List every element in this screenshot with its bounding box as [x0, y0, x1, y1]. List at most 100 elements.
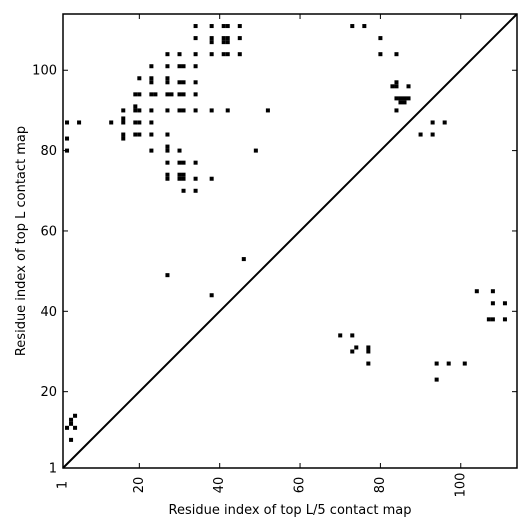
contact-point	[237, 24, 242, 29]
contact-point	[394, 80, 399, 85]
contact-point	[366, 349, 371, 354]
contact-point	[265, 108, 270, 113]
contact-point	[221, 40, 226, 45]
contact-point	[209, 24, 214, 29]
contact-point	[209, 36, 214, 41]
contact-point	[153, 92, 158, 97]
contact-point	[430, 132, 435, 137]
contact-point	[221, 52, 226, 57]
contact-point	[486, 317, 491, 322]
contact-point	[65, 425, 70, 430]
contact-point	[193, 92, 198, 97]
contact-point	[225, 40, 230, 45]
contact-point	[137, 120, 142, 125]
contact-point	[165, 76, 170, 81]
contact-point	[430, 120, 435, 125]
contact-point	[209, 52, 214, 57]
contact-point	[165, 80, 170, 85]
contact-point	[137, 132, 142, 137]
contact-point	[181, 92, 186, 97]
contact-point	[181, 80, 186, 85]
y-tick-label: 1	[49, 462, 57, 477]
contact-point	[502, 301, 507, 306]
contact-point	[133, 92, 138, 97]
contact-point	[177, 52, 182, 57]
contact-point	[366, 345, 371, 350]
contact-point	[137, 76, 142, 81]
contact-point	[394, 108, 399, 113]
contact-point	[446, 361, 451, 366]
contact-point	[398, 96, 403, 101]
contact-point	[193, 52, 198, 57]
contact-point	[490, 289, 495, 294]
contact-point	[193, 80, 198, 85]
contact-point	[69, 437, 74, 442]
contact-point	[69, 421, 74, 426]
contact-point	[237, 52, 242, 57]
contact-point	[73, 413, 78, 418]
contact-point	[165, 108, 170, 113]
contact-point	[177, 176, 182, 181]
contact-point	[149, 76, 154, 81]
contact-point	[165, 160, 170, 165]
contact-point	[474, 289, 479, 294]
plot-frame	[62, 13, 518, 469]
x-tick-label: 1	[56, 481, 71, 489]
x-axis-label: Residue index of top L/5 contact map	[169, 503, 412, 518]
x-tick-label: 80	[373, 477, 388, 494]
diagonal-line	[62, 13, 518, 469]
contact-point	[502, 317, 507, 322]
contact-point	[181, 176, 186, 181]
contact-point	[193, 188, 198, 193]
contact-point	[149, 64, 154, 69]
x-tick-label: 20	[132, 477, 147, 494]
contact-point	[193, 24, 198, 29]
contact-point	[362, 24, 367, 29]
contact-point	[149, 148, 154, 153]
contact-point	[137, 108, 142, 113]
contact-point	[398, 100, 403, 105]
contact-point	[350, 349, 355, 354]
contact-point	[181, 160, 186, 165]
contact-point	[181, 172, 186, 177]
contact-point	[490, 301, 495, 306]
contact-point	[165, 148, 170, 153]
contact-point	[338, 333, 343, 338]
y-tick-label: 80	[40, 144, 57, 159]
y-axis-ticks: 1 20 40 60 80 100	[32, 64, 517, 477]
contact-point	[402, 96, 407, 101]
contact-point	[177, 160, 182, 165]
contact-point	[209, 176, 214, 181]
contact-point	[394, 84, 399, 89]
contact-point	[181, 188, 186, 193]
contact-point	[390, 84, 395, 89]
y-axis-label: Residue index of top L contact map	[14, 126, 29, 356]
contact-point	[225, 108, 230, 113]
contact-point	[73, 425, 78, 430]
contact-point	[366, 361, 371, 366]
contact-point	[65, 136, 70, 141]
contact-point	[149, 120, 154, 125]
contact-point	[193, 176, 198, 181]
contact-point	[133, 120, 138, 125]
contact-point	[350, 333, 355, 338]
y-tick-label: 100	[32, 64, 57, 79]
contact-point	[121, 120, 126, 125]
contact-point	[177, 80, 182, 85]
contact-point	[221, 24, 226, 29]
x-tick-label: 40	[212, 477, 227, 494]
contact-point	[354, 345, 359, 350]
contact-point	[121, 132, 126, 137]
contact-point	[177, 172, 182, 177]
contact-point	[394, 52, 399, 57]
contact-point	[418, 132, 423, 137]
x-tick-label: 60	[293, 477, 308, 494]
contact-point	[225, 52, 230, 57]
contact-point	[490, 317, 495, 322]
contact-point	[121, 116, 126, 121]
contact-point	[121, 136, 126, 141]
contact-point	[253, 148, 258, 153]
contact-point	[225, 36, 230, 41]
contact-point	[406, 84, 411, 89]
